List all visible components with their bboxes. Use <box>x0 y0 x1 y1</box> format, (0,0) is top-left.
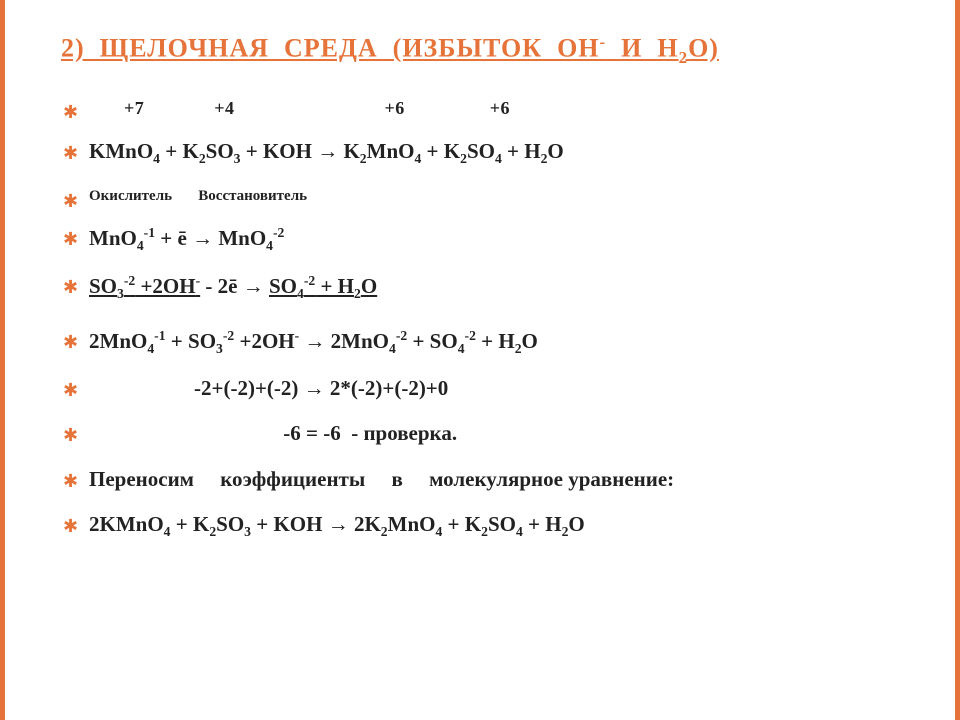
asterisk-icon: ✱ <box>63 378 78 403</box>
content-line: ✱2KMnO4 + K2SO3 + KOH → 2K2MnO4 + K2SO4 … <box>89 510 907 541</box>
slide-container: 2) Щелочная среда (избыток ОН- и Н2О) ✱ … <box>0 0 960 720</box>
asterisk-icon: ✱ <box>63 189 78 214</box>
content-line: ✱ -6 = -6 - проверка. <box>89 419 907 448</box>
content-line: ✱KMnO4 + K2SO3 + KOH → K2MnO4 + K2SO4 + … <box>89 137 907 168</box>
line-text: MnO4-1 + ē → MnO4-2 <box>89 226 284 250</box>
asterisk-icon: ✱ <box>63 423 78 448</box>
content-line: ✱Переносим коэффициенты в молекулярное у… <box>89 465 907 494</box>
content-line: ✱ +7 +4 +6 +6 <box>89 96 907 121</box>
line-text: KMnO4 + K2SO3 + KOH → K2MnO4 + K2SO4 + H… <box>89 139 564 163</box>
asterisk-icon: ✱ <box>63 469 78 494</box>
content-line: ✱ -2+(-2)+(-2) → 2*(-2)+(-2)+0 <box>89 374 907 403</box>
asterisk-icon: ✱ <box>63 227 78 252</box>
slide-title: 2) Щелочная среда (избыток ОН- и Н2О) <box>61 32 907 68</box>
asterisk-icon: ✱ <box>63 141 78 166</box>
line-text: -2+(-2)+(-2) → 2*(-2)+(-2)+0 <box>89 376 448 400</box>
line-text: Переносим коэффициенты в молекулярное ур… <box>89 467 674 491</box>
content-line: ✱2MnO4-1 + SO3-2 +2ОН- → 2MnO4-2 + SO4-2… <box>89 326 907 358</box>
line-text: 2KMnO4 + K2SO3 + KOH → 2K2MnO4 + K2SO4 +… <box>89 512 585 536</box>
line-text: 2MnO4-1 + SO3-2 +2ОН- → 2MnO4-2 + SO4-2 … <box>89 329 538 353</box>
line-text: +7 +4 +6 +6 <box>89 98 510 118</box>
content-line: ✱MnO4-1 + ē → MnO4-2 <box>89 223 907 255</box>
content-line: ✱Окислитель Восстановитель <box>89 185 907 207</box>
line-text: SO3-2 +2ОН- - 2ē → SO4-2 + H2O <box>89 274 377 298</box>
asterisk-icon: ✱ <box>63 275 78 300</box>
asterisk-icon: ✱ <box>63 100 78 125</box>
asterisk-icon: ✱ <box>63 330 78 355</box>
line-text: -6 = -6 - проверка. <box>89 421 457 445</box>
line-text: Окислитель Восстановитель <box>89 188 307 204</box>
content-area: ✱ +7 +4 +6 +6✱KMnO4 + K2SO3 + KOH → K2Mn… <box>61 96 907 541</box>
asterisk-icon: ✱ <box>63 514 78 539</box>
content-line: ✱SO3-2 +2ОН- - 2ē → SO4-2 + H2O <box>89 271 907 303</box>
